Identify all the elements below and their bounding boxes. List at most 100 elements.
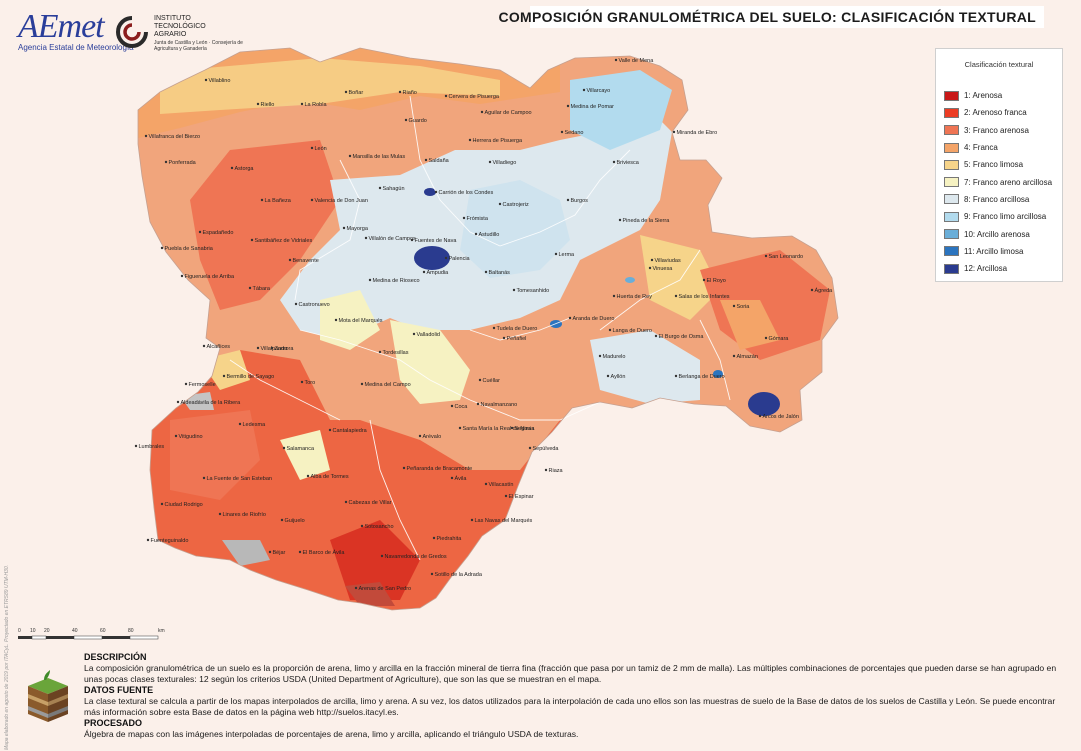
place-label: Santibáñez de Vidriales [255,238,313,244]
place-label: Las Navas del Marqués [475,518,533,524]
legend-swatch [944,263,959,274]
place-label: Burgos [571,198,589,204]
itacyl-logo: INSTITUTO TECNOLÓGICO AGRARIO Junta de C… [114,12,243,54]
place-marker [306,474,310,478]
place-marker [470,518,474,522]
place-label: Espadañedo [203,230,234,236]
place-label: Sedano [565,130,584,136]
place-label: Cuéllar [483,378,501,384]
place-label: La Robla [305,102,328,108]
place-label: Tordesillas [383,350,409,356]
description-heading: DESCRIPCIÓN [84,652,147,662]
place-label: Navarredonda de Gredos [385,554,447,560]
place-marker [474,232,478,236]
place-marker [250,238,254,242]
place-label: Mota del Marqués [339,318,383,324]
place-label: Linares de Riofrío [223,512,266,518]
place-marker [398,90,402,94]
description-text: La composición granulométrica de un suel… [84,663,1057,684]
place-label: Fuenteguinaldo [151,538,189,544]
place-marker [176,400,180,404]
place-label: Toro [305,380,316,386]
place-marker [480,110,484,114]
place-label: Mayorga [347,226,369,232]
place-label: Guardo [409,118,427,124]
place-label: Salas de los Infantes [679,294,730,300]
credit-strip: Mapa elaborado en agosto de 2019 por ITA… [2,484,16,750]
place-marker [478,378,482,382]
aemet-logo-subtitle: Agencia Estatal de Meteorología [18,43,134,52]
place-label: Saldaña [429,158,450,164]
processing-text: Álgebra de mapas con las imágenes interp… [84,729,579,739]
place-marker [432,536,436,540]
place-marker [134,444,138,448]
processing-heading: PROCESADO [84,718,143,728]
place-marker [412,332,416,336]
place-label: La Bañeza [265,198,292,204]
place-label: Villacastín [489,482,514,488]
legend-swatch [944,211,959,222]
place-label: Segovia [515,426,536,432]
place-label: Baltanás [489,270,511,276]
place-label: Alcañices [207,344,231,350]
place-marker [510,426,514,430]
place-label: Berlanga de Duero [679,374,725,380]
place-label: Sotosancho [365,524,394,530]
place-label: Cervera de Pisuerga [449,94,500,100]
place-label: Salamanca [287,446,315,452]
place-label: Valle de Mena [619,58,655,64]
place-marker [450,404,454,408]
place-marker [654,334,658,338]
legend-swatch [944,107,959,118]
place-label: Navalmanzano [481,402,518,408]
place-marker [554,252,558,256]
legend-item: 11: Arcillo limosa [944,243,1052,260]
place-label: Guijuelo [285,518,305,524]
place-label: Carrión de los Condes [439,190,494,196]
itacyl-junta-label: Junta de Castilla y León · Consejería de… [154,40,243,52]
place-marker [204,78,208,82]
place-label: Castrojeriz [503,202,530,208]
place-marker [342,226,346,230]
place-marker [310,146,314,150]
place-marker [364,236,368,240]
place-label: Huerta de Rey [617,294,653,300]
place-label: Tudela de Duero [497,326,538,332]
place-label: Riaza [549,468,564,474]
place-label: El Burgo de Osma [659,334,705,340]
place-marker [764,336,768,340]
place-label: Palencia [449,256,471,262]
place-marker [648,266,652,270]
place-marker [260,198,264,202]
place-marker [288,258,292,262]
legend-item: 10: Arcillo arenosa [944,225,1052,242]
place-marker [422,270,426,274]
place-marker [280,518,284,522]
place-marker [566,198,570,202]
place-label: Ágreda [815,287,834,294]
place-label: San Leonardo [769,254,804,260]
legend-label: 7: Franco areno arcillosa [964,177,1053,187]
legend-swatch [944,229,959,240]
place-marker [612,294,616,298]
place-label: Aranda de Duero [573,316,615,322]
place-marker [294,302,298,306]
map-region-castilla-leon [138,48,838,610]
place-label: Aguilar de Campoo [485,110,532,116]
place-label: Sepúlveda [533,446,560,452]
place-label: Valladolid [417,332,440,338]
map-title: COMPOSICIÓN GRANULOMÉTRICA DEL SUELO: CL… [498,9,1036,25]
place-label: Almazán [737,354,758,360]
place-marker [268,550,272,554]
place-label: Tomesanhido [517,288,550,294]
place-label: Astudillo [479,232,500,238]
place-marker [810,288,814,292]
place-label: Lumbrales [139,444,165,450]
place-label: Sotillo de la Adrada [435,572,483,578]
place-marker [378,186,382,190]
info-panel: DESCRIPCIÓN La composición granulométric… [84,652,1064,740]
place-label: Santa María la Real de Nieva [463,426,536,432]
source-text: La clase textural se calcula a partir de… [84,696,1056,717]
place-label: Aldeadávila de la Ribera [181,400,242,406]
